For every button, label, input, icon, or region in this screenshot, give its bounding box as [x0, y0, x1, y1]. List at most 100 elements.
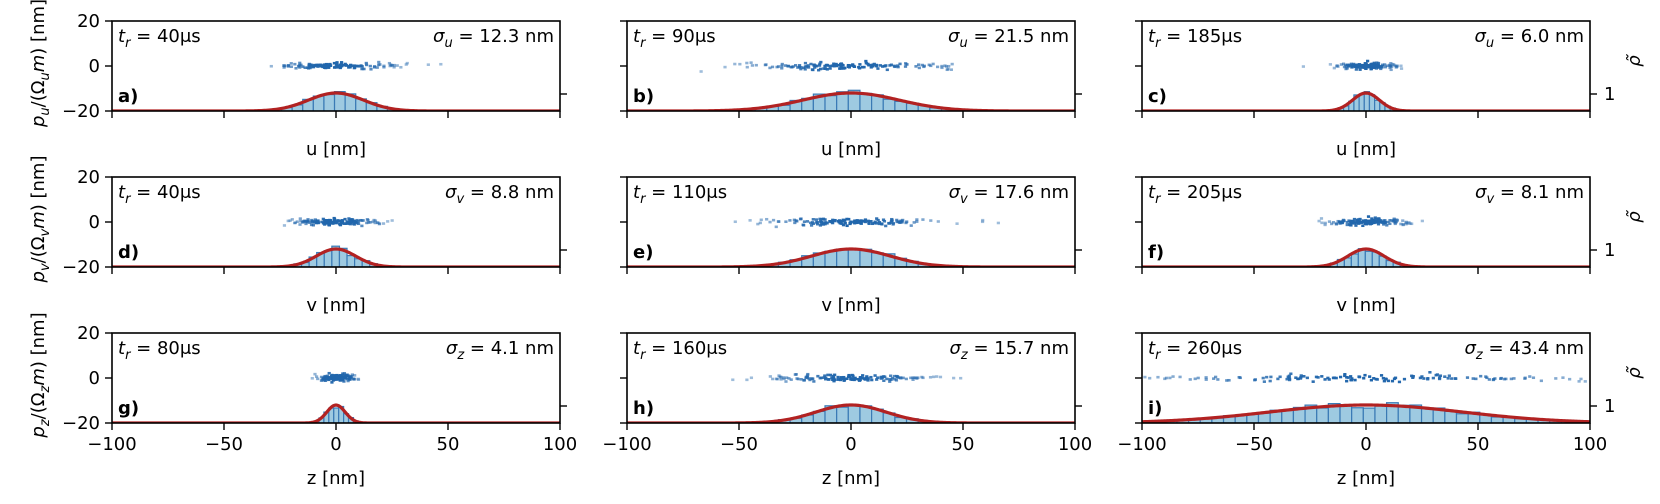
phase-space-point — [1395, 65, 1399, 69]
phase-space-point — [917, 66, 921, 70]
phase-space-point — [299, 63, 303, 67]
panel-letter: a) — [118, 86, 138, 107]
phase-space-point — [940, 64, 944, 68]
phase-space-point — [1437, 377, 1442, 381]
phase-space-point — [1364, 64, 1368, 68]
phase-space-point — [803, 67, 807, 71]
phase-space-point — [1395, 64, 1399, 68]
phase-space-point — [316, 221, 320, 225]
phase-space-point — [820, 222, 824, 226]
panel-letter: c) — [1148, 86, 1167, 107]
phase-space-point — [366, 218, 370, 222]
phase-space-point — [895, 218, 899, 222]
phase-space-point — [947, 64, 951, 68]
phase-space-point — [878, 64, 882, 67]
phase-space-point — [328, 220, 333, 224]
phase-space-point — [352, 377, 356, 380]
phase-space-point — [1388, 218, 1392, 222]
phase-space-point — [733, 62, 737, 66]
phase-space-point — [1214, 375, 1218, 379]
phase-space-point — [332, 66, 337, 69]
phase-space-point — [347, 217, 351, 220]
phase-space-point — [882, 64, 886, 68]
phase-space-point — [1554, 377, 1558, 380]
phase-space-point — [825, 221, 829, 225]
phase-space-point — [847, 373, 851, 377]
x-axis-label: v [nm] — [821, 295, 880, 316]
phase-space-point — [881, 218, 886, 222]
phase-space-point — [1352, 220, 1356, 223]
phase-space-point — [373, 221, 377, 225]
phase-space-point — [852, 65, 857, 69]
phase-space-point — [819, 220, 823, 224]
phase-space-point — [1285, 377, 1289, 381]
phase-space-point — [895, 220, 899, 224]
y-axis-label: pv/(Ωvm) [nm] — [28, 156, 53, 284]
phase-space-point — [911, 378, 915, 381]
phase-space-point — [811, 218, 815, 221]
phase-space-point — [1493, 377, 1497, 380]
phase-space-point — [321, 64, 325, 68]
phase-space-point — [885, 68, 889, 72]
phase-space-point — [847, 217, 851, 221]
histogram-bar — [1455, 413, 1469, 423]
phase-space-point — [1431, 376, 1435, 380]
histogram-bar — [836, 248, 849, 267]
phase-space-point — [1327, 220, 1332, 223]
phase-space-point — [309, 65, 313, 69]
phase-space-point — [1397, 380, 1402, 384]
phase-space-point — [786, 64, 790, 68]
phase-space-point — [1225, 379, 1229, 382]
phase-space-point — [352, 220, 357, 223]
phase-space-point — [405, 61, 409, 65]
phase-space-point — [1376, 64, 1381, 68]
phase-space-point — [1268, 379, 1272, 383]
phase-space-point — [899, 219, 903, 223]
phase-space-point — [876, 67, 880, 70]
phase-space-point — [832, 62, 836, 66]
phase-space-point — [1343, 374, 1347, 378]
phase-space-point — [335, 375, 339, 379]
plot-area — [112, 60, 560, 111]
phase-space-point — [1374, 67, 1378, 70]
phase-space-point — [955, 222, 959, 225]
phase-space-point — [306, 66, 311, 70]
y-tick-label: 20 — [77, 323, 100, 344]
phase-space-point — [319, 375, 324, 379]
phase-space-point — [826, 373, 830, 377]
phase-space-point — [799, 67, 803, 71]
phase-space-point — [1523, 376, 1527, 380]
phase-space-point — [286, 64, 291, 67]
phase-space-point — [1294, 376, 1298, 379]
right-tick-label: 1 — [1604, 396, 1615, 417]
phase-space-point — [778, 375, 782, 379]
phase-space-point — [351, 64, 355, 68]
histogram-bar — [1374, 404, 1388, 423]
phase-space-point — [1326, 376, 1330, 380]
phase-space-point — [888, 380, 892, 383]
phase-space-point — [922, 65, 926, 69]
y-tick-label: 0 — [89, 56, 100, 77]
phase-space-point — [823, 67, 828, 70]
phase-space-point — [1406, 222, 1410, 225]
phase-space-point — [1365, 220, 1369, 223]
phase-space-point — [368, 221, 372, 224]
y-axis-label: pz/(Ωzm) [nm] — [28, 312, 53, 438]
phase-space-point — [780, 64, 784, 68]
phase-space-point — [860, 65, 865, 69]
phase-space-point — [781, 376, 786, 379]
phase-space-point — [884, 224, 888, 228]
phase-space-point — [1344, 67, 1348, 71]
phase-space-point — [306, 219, 310, 223]
x-tick-label: 100 — [543, 434, 577, 455]
phase-space-point — [1349, 220, 1353, 224]
phase-space-point — [1328, 63, 1332, 66]
phase-space-point — [350, 373, 354, 376]
phase-space-point — [351, 220, 355, 224]
phase-space-point — [334, 378, 338, 381]
gaussian-fit-curve — [112, 247, 560, 267]
x-tick-label: 50 — [437, 434, 460, 455]
phase-space-point — [373, 65, 377, 68]
phase-space-point — [1359, 221, 1364, 224]
phase-space-point — [1568, 377, 1572, 381]
